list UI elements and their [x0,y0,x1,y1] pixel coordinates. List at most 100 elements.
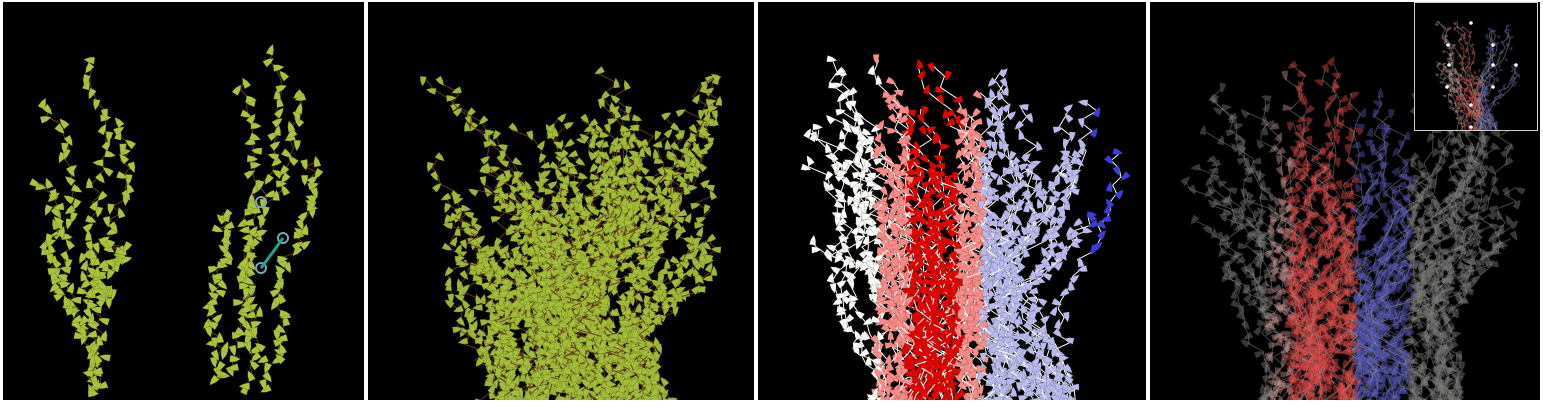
leaf [127,161,136,174]
leaf [1321,231,1329,242]
leaf [851,203,860,215]
leaf [1015,354,1025,365]
leaf [964,305,972,316]
leaf [972,348,979,359]
leaf [70,211,79,224]
leaf [73,331,86,340]
leaf [483,140,494,149]
leaf [91,242,100,254]
leaf [66,281,75,294]
leaf [586,339,597,347]
leaf [1034,179,1043,192]
leaf [1402,226,1414,237]
leaf [654,183,662,194]
leaf [609,396,617,400]
leaf [1402,322,1414,330]
selection-marker [255,196,267,208]
leaf [621,203,630,215]
leaf [479,244,491,252]
leaf [1016,180,1027,190]
leaf [858,189,870,199]
leaf [1031,397,1043,400]
leaf [834,193,845,201]
leaf [70,296,82,305]
leaf [1314,343,1325,353]
leaf [812,123,824,131]
leaf [564,138,576,148]
leaf [97,190,108,202]
leaf [1398,239,1410,247]
leaf [629,315,640,326]
leaf [1308,262,1320,270]
leaf [577,172,589,180]
leaf [446,95,457,102]
leaf [940,143,951,151]
leaf [568,316,577,328]
leaf [1363,312,1371,324]
leaf [1041,273,1053,282]
leaf [1475,258,1483,270]
leaf [622,153,630,164]
leaf [621,307,633,316]
leaf [545,325,557,333]
leaf [59,250,70,263]
leaf [1374,290,1386,298]
leaf [1020,303,1029,315]
leaf [1331,276,1340,288]
leaf [976,364,988,372]
leaf [907,260,917,272]
leaf [911,187,919,199]
leaf [93,265,101,278]
leaf [250,320,263,329]
leaf [125,139,137,150]
leaf [683,184,691,196]
leaf [102,215,111,228]
leaf [508,213,520,221]
leaf [870,334,880,345]
leaf [53,216,65,227]
leaf [669,122,681,131]
leaf [530,292,538,304]
leaf [99,329,108,342]
leaf [258,378,267,391]
leaf [250,147,263,155]
leaf [1266,228,1276,239]
leaf [56,225,65,238]
leaf [1065,226,1076,237]
leaf [575,157,586,166]
leaf [619,114,631,121]
leaf [510,298,520,310]
leaf [1310,279,1322,288]
leaf [698,109,705,121]
leaf [452,107,463,118]
leaf [1316,300,1325,312]
vine-stem [1308,178,1371,400]
leaf [273,329,281,342]
leaf [872,254,884,262]
leaf [94,353,103,365]
leaf [610,94,621,105]
leaf [461,221,472,229]
leaf [584,220,596,229]
leaf [895,312,907,321]
leaf [633,156,641,168]
leaf [1009,150,1017,162]
leaf [605,383,613,395]
leaf [598,339,607,351]
leaf [937,309,948,320]
leaf [442,222,454,230]
translucent-vine-cluster [1180,55,1526,400]
leaf [1069,131,1076,143]
leaf [513,171,521,182]
leaf [635,138,645,149]
leaf [546,332,556,344]
leaf [1473,229,1485,236]
leaf [959,107,968,119]
leaf [556,113,567,124]
leaf [913,338,921,349]
leaf [962,363,972,373]
leaf [567,149,579,158]
leaf [1307,376,1319,385]
leaf [1312,290,1323,298]
leaf [1459,266,1467,277]
